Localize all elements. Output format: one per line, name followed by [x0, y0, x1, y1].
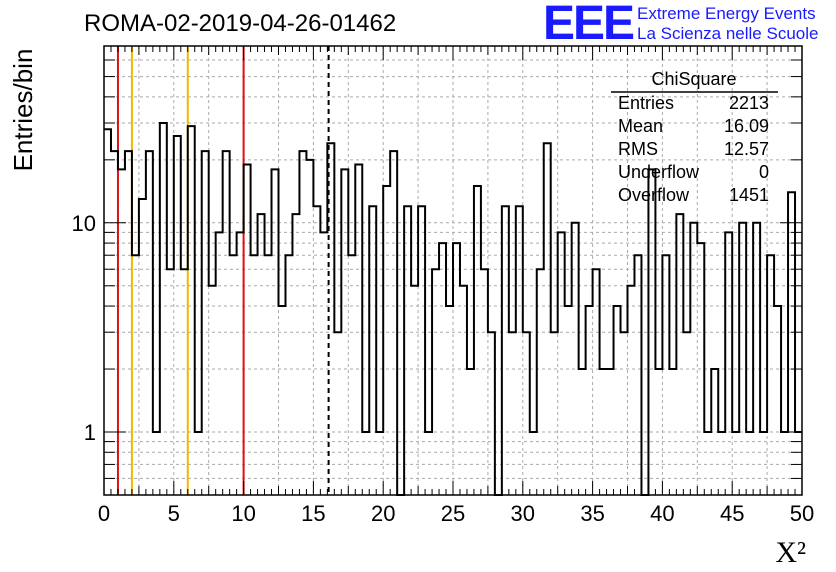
- x-tick-label: 0: [98, 501, 110, 526]
- y-tick-labels: 1 10: [72, 211, 96, 445]
- x-tick-label: 10: [231, 501, 255, 526]
- histogram-outline: [104, 121, 802, 496]
- x-tick-label: 25: [441, 501, 465, 526]
- x-tick-label: 15: [301, 501, 325, 526]
- x-tick-label: 5: [168, 501, 180, 526]
- stats-box: ChiSquare Entries 2213 Mean 16.09 RMS 12.57 Un…: [611, 69, 778, 205]
- stats-value: 0: [759, 162, 769, 182]
- y-tick-label: 1: [84, 420, 96, 445]
- x-tick-label: 45: [720, 501, 744, 526]
- x-tick-label: 50: [790, 501, 814, 526]
- y-axis-title: Entries/bin: [8, 49, 38, 172]
- stats-value: 2213: [729, 93, 769, 113]
- x-tick-label: 30: [511, 501, 535, 526]
- stats-label: Entries: [618, 93, 674, 113]
- x-tick-label: 40: [650, 501, 674, 526]
- logo-line-2: La Scienza nelle Scuole: [637, 24, 819, 43]
- stats-value: 1451: [729, 185, 769, 205]
- plot-frame: [103, 45, 803, 496]
- logo-line-1: Extreme Energy Events: [637, 4, 816, 23]
- stats-label: RMS: [618, 139, 658, 159]
- y-tick-label: 10: [72, 211, 96, 236]
- stats-label: Mean: [618, 116, 663, 136]
- x-axis-title: X²: [775, 536, 806, 569]
- stats-value: 12.57: [724, 139, 769, 159]
- eee-logo: EEE: [543, 0, 635, 50]
- stats-label: Underflow: [618, 162, 700, 182]
- ticks: [103, 46, 803, 495]
- stats-value: 16.09: [724, 116, 769, 136]
- vertical-lines: [116, 46, 330, 495]
- x-tick-label: 35: [580, 501, 604, 526]
- stats-label: Overflow: [618, 185, 690, 205]
- x-tick-label: 20: [371, 501, 395, 526]
- x-tick-labels: 0 5 10 15 20 25 30 35 40 45 50: [98, 501, 814, 526]
- stats-title: ChiSquare: [651, 69, 736, 89]
- run-title: ROMA-02-2019-04-26-01462: [84, 10, 397, 37]
